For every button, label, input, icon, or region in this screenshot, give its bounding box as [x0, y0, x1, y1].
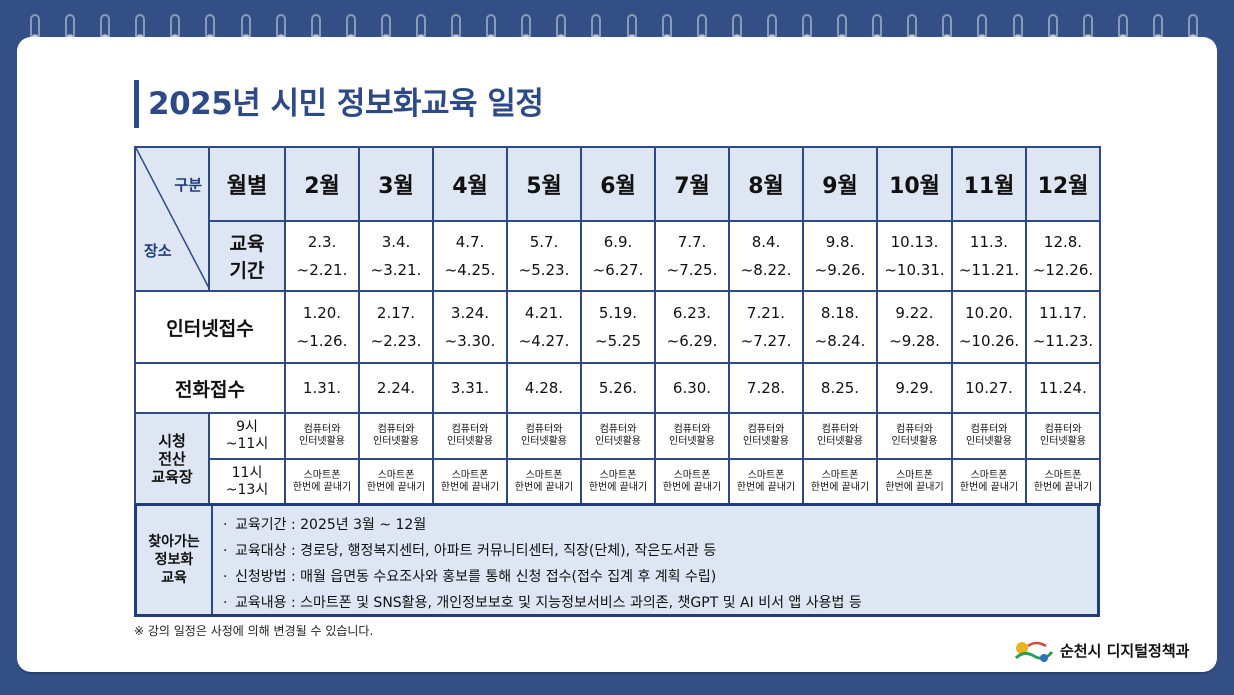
period-cell: 8.4. ~8.22.: [728, 220, 804, 292]
month-header: 8월: [728, 146, 804, 222]
month-header: 12월: [1025, 146, 1101, 222]
month-header: 4월: [432, 146, 508, 222]
internet-cell: 3.24. ~3.30.: [432, 290, 508, 364]
month-header: 10월: [876, 146, 953, 222]
period-cell: 9.8. ~9.26.: [802, 220, 878, 292]
course-cell: 컴퓨터와 인터넷활용: [284, 412, 360, 460]
phone-cell: 3.31.: [432, 362, 508, 414]
visiting-education-label: 찾아가는 정보화 교육: [137, 506, 213, 614]
month-column-label: 월별: [208, 146, 286, 222]
list-item: · 교육내용 : 스마트폰 및 SNS활용, 개인정보보호 및 지능정보서비스 과…: [223, 595, 862, 611]
month-header-row: 구분 장소 월별 2월 3월 4월 5월 6월 7월 8월 9월 10월 11월…: [134, 146, 1101, 292]
period-cell: 2.3. ~2.21.: [284, 220, 360, 292]
period-cell: 6.9. ~6.27.: [580, 220, 656, 292]
internet-cell: 1.20. ~1.26.: [284, 290, 360, 364]
course-cell: 컴퓨터와 인터넷활용: [1025, 412, 1101, 460]
internet-cell: 9.22. ~9.28.: [876, 290, 953, 364]
period-cell: 4.7. ~4.25.: [432, 220, 508, 292]
course-cell: 스마트폰 한번에 끝내기: [580, 458, 656, 506]
period-label: 교육 기간: [208, 220, 286, 292]
schedule-change-note: ※ 강의 일정은 사정에 의해 변경될 수 있습니다.: [134, 624, 374, 638]
month-header: 9월: [802, 146, 878, 222]
phone-cell: 9.29.: [876, 362, 953, 414]
visiting-education-list: · 교육기간 : 2025년 3월 ~ 12월 · 교육대상 : 경로당, 행정복지…: [213, 506, 1097, 614]
course-cell: 컴퓨터와 인터넷활용: [951, 412, 1027, 460]
phone-label: 전화접수: [134, 362, 286, 414]
phone-cell: 11.24.: [1025, 362, 1101, 414]
period-cell: 5.7. ~5.23.: [506, 220, 582, 292]
corner-location-label: 장소: [144, 242, 172, 260]
title-accent-bar: [134, 80, 139, 128]
list-item: · 교육대상 : 경로당, 행정복지센터, 아파트 커뮤니티센터, 직장(단체),…: [223, 543, 717, 559]
internet-cell: 2.17. ~2.23.: [358, 290, 434, 364]
phone-cell: 5.26.: [580, 362, 656, 414]
diagonal-divider: [136, 148, 210, 290]
suncheon-city-logo: [1014, 641, 1054, 662]
period-cell: 10.13. ~10.31.: [876, 220, 953, 292]
course-cell: 스마트폰 한번에 끝내기: [1025, 458, 1101, 506]
course-cell: 스마트폰 한번에 끝내기: [432, 458, 508, 506]
internet-cell: 4.21. ~4.27.: [506, 290, 582, 364]
month-header: 6월: [580, 146, 656, 222]
phone-cell: 10.27.: [951, 362, 1027, 414]
center-slot1-row: 시청 전산 교육장 9시 ~11시 컴퓨터와 인터넷활용 컴퓨터와 인터넷활용 컴퓨터와 인…: [134, 412, 1101, 506]
course-cell: 컴퓨터와 인터넷활용: [876, 412, 953, 460]
course-cell: 스마트폰 한번에 끝내기: [506, 458, 582, 506]
schedule-table: 구분 장소 월별 2월 3월 4월 5월 6월 7월 8월 9월 10월 11월…: [134, 146, 1101, 506]
period-cell: 11.3. ~11.21.: [951, 220, 1027, 292]
internet-cell: 7.21. ~7.27.: [728, 290, 804, 364]
course-cell: 스마트폰 한번에 끝내기: [358, 458, 434, 506]
period-row: 교육 기간 2.3. ~2.21. 3.4. ~3.21. 4.7. ~4.25. 5.…: [135, 220, 1101, 292]
course-cell: 컴퓨터와 인터넷활용: [506, 412, 582, 460]
internet-row: 인터넷접수 1.20. ~1.26. 2.17. ~2.23. 3.24. ~3.30…: [134, 290, 1101, 364]
slot2-time: 11시 ~13시: [208, 458, 286, 506]
phone-cell: 6.30.: [654, 362, 730, 414]
list-item: · 신청방법 : 매월 읍면동 수요조사와 홍보를 통해 신청 접수(접수 집계 …: [223, 569, 717, 585]
course-cell: 스마트폰 한번에 끝내기: [876, 458, 953, 506]
course-cell: 스마트폰 한번에 끝내기: [951, 458, 1027, 506]
course-cell: 스마트폰 한번에 끝내기: [654, 458, 730, 506]
phone-cell: 7.28.: [728, 362, 804, 414]
slot1-time: 9시 ~11시: [208, 412, 286, 460]
phone-cell: 1.31.: [284, 362, 360, 414]
course-cell: 컴퓨터와 인터넷활용: [802, 412, 878, 460]
phone-cell: 4.28.: [506, 362, 582, 414]
course-cell: 컴퓨터와 인터넷활용: [432, 412, 508, 460]
internet-cell: 11.17. ~11.23.: [1025, 290, 1101, 364]
month-header: 3월: [358, 146, 434, 222]
course-cell: 스마트폰 한번에 끝내기: [728, 458, 804, 506]
month-header: 5월: [506, 146, 582, 222]
center-label: 시청 전산 교육장: [134, 412, 210, 506]
list-item: · 교육기간 : 2025년 3월 ~ 12월: [223, 517, 427, 533]
department-name: 순천시 디지털정책과: [1060, 642, 1190, 660]
course-cell: 컴퓨터와 인터넷활용: [358, 412, 434, 460]
course-cell: 컴퓨터와 인터넷활용: [580, 412, 656, 460]
internet-cell: 8.18. ~8.24.: [802, 290, 878, 364]
period-cell: 3.4. ~3.21.: [358, 220, 434, 292]
month-header: 7월: [654, 146, 730, 222]
period-cell: 12.8. ~12.26.: [1025, 220, 1101, 292]
internet-label: 인터넷접수: [134, 290, 286, 364]
period-cell: 7.7. ~7.25.: [654, 220, 730, 292]
phone-row: 전화접수 1.31. 2.24. 3.31. 4.28. 5.26. 6.30.…: [134, 362, 1101, 414]
center-slot2-row: 11시 ~13시 스마트폰 한번에 끝내기 스마트폰 한번에 끝내기 스마트폰 한번에 …: [135, 458, 1101, 506]
visiting-education-box: 찾아가는 정보화 교육 · 교육기간 : 2025년 3월 ~ 12월 · 교육대상…: [134, 503, 1100, 617]
course-cell: 컴퓨터와 인터넷활용: [654, 412, 730, 460]
corner-category-label: 구분: [174, 176, 202, 194]
internet-cell: 6.23. ~6.29.: [654, 290, 730, 364]
corner-header-cell: 구분 장소: [134, 146, 210, 292]
course-cell: 스마트폰 한번에 끝내기: [802, 458, 878, 506]
month-header: 2월: [284, 146, 360, 222]
month-header: 11월: [951, 146, 1027, 222]
course-cell: 컴퓨터와 인터넷활용: [728, 412, 804, 460]
course-cell: 스마트폰 한번에 끝내기: [284, 458, 360, 506]
internet-cell: 5.19. ~5.25: [580, 290, 656, 364]
phone-cell: 2.24.: [358, 362, 434, 414]
internet-cell: 10.20. ~10.26.: [951, 290, 1027, 364]
phone-cell: 8.25.: [802, 362, 878, 414]
page-title: 2025년 시민 정보화교육 일정: [148, 86, 544, 122]
